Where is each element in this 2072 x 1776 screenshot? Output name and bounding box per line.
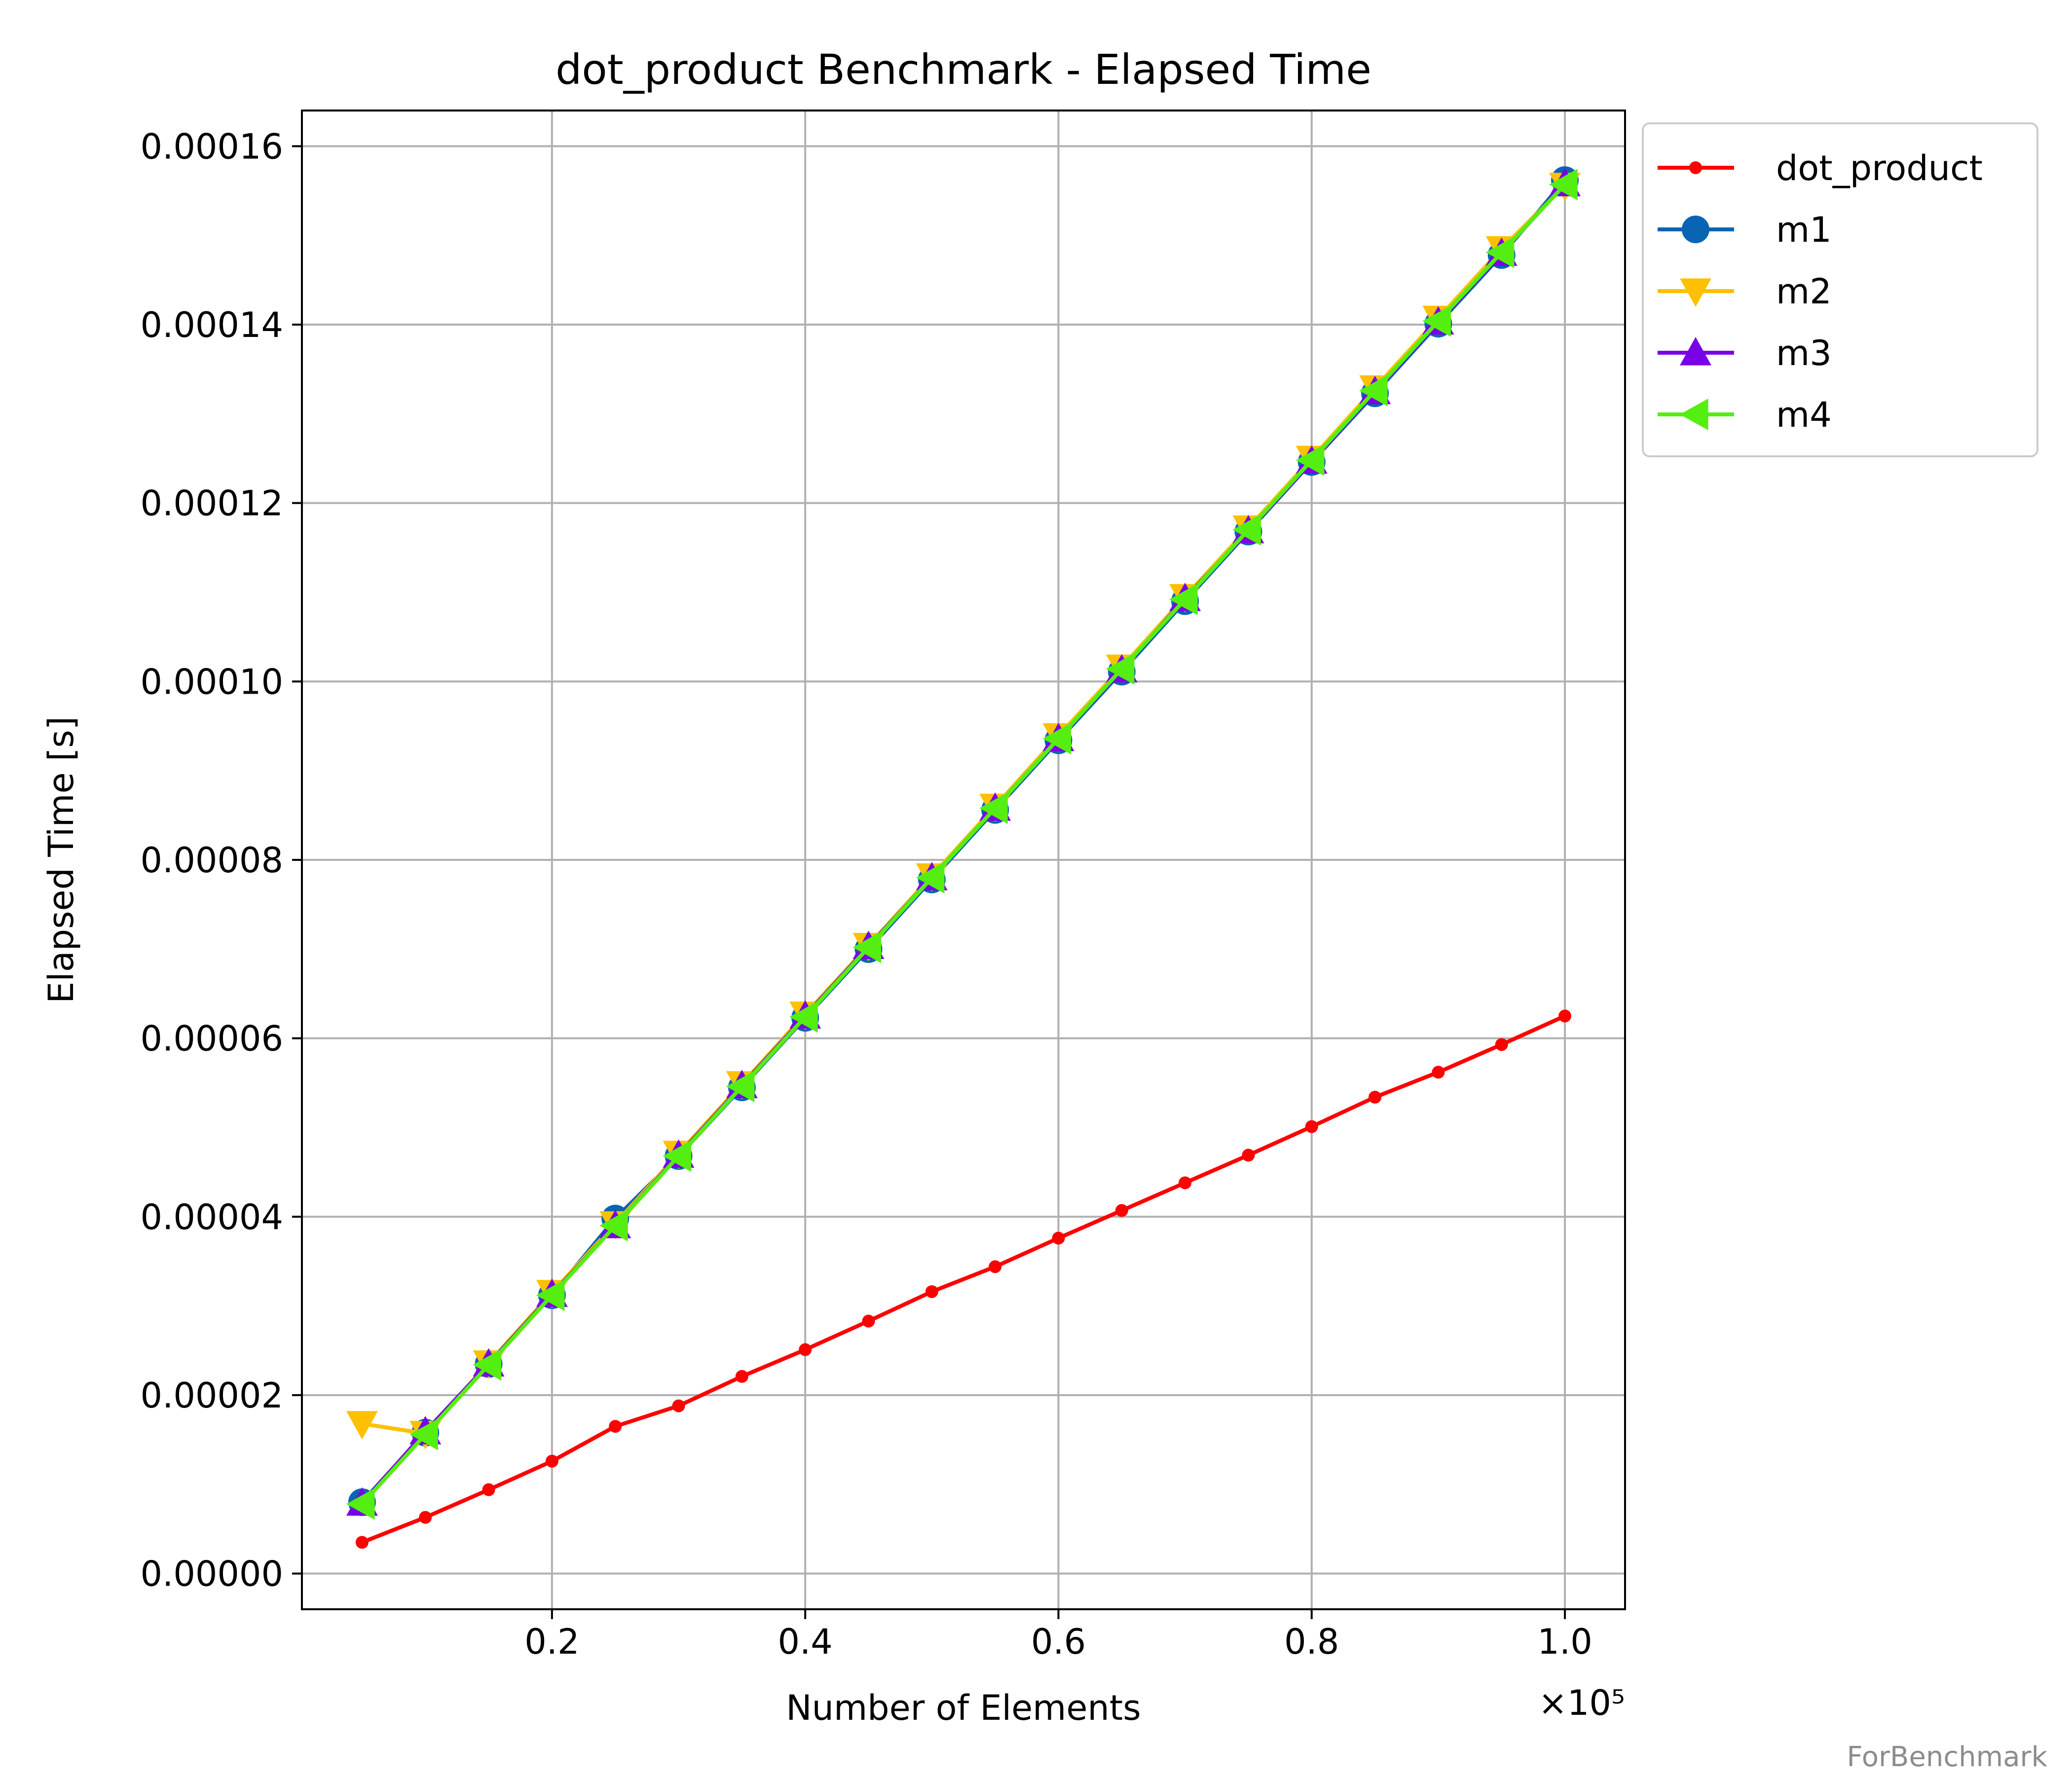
data-point [1106,653,1135,685]
data-point [1485,236,1515,268]
legend-marker [1680,399,1708,430]
y-tick-label: 0.00014 [141,305,283,345]
data-point [925,1285,938,1298]
y-tick-label: 0.00000 [141,1554,283,1594]
legend-label: m3 [1776,333,1832,373]
x-tick-label: 0.4 [778,1622,833,1662]
data-point [1052,1231,1065,1245]
legend-marker [1680,337,1711,366]
data-point [1369,1091,1382,1104]
legend [1642,122,2038,457]
series-line [361,1014,1566,1545]
y-tick-label: 0.00006 [141,1019,283,1059]
data-point [346,1488,375,1520]
series-dot_product [355,1009,1572,1549]
data-point [1295,444,1325,476]
data-point [1558,1009,1572,1023]
data-point [672,1399,685,1412]
data-point [799,1343,812,1356]
data-point [473,1349,502,1381]
chart-title: dot_product Benchmark - Elapsed Time [555,45,1371,94]
data-point [482,1483,495,1496]
y-tick-label: 0.00004 [141,1197,283,1237]
data-point [1305,1120,1318,1133]
data-point [545,1454,558,1468]
data-point [1432,1066,1445,1079]
data-point [916,862,945,894]
data-point [1549,169,1578,201]
legend-entry: m4 [1658,395,1832,435]
data-point [1422,305,1451,337]
data-point [1359,374,1388,407]
legend-entry: dot_product [1658,148,1983,188]
y-tick-label: 0.00008 [141,840,283,881]
data-point [609,1420,622,1433]
data-point [355,1536,369,1549]
y-axis-label: Elapsed Time [s] [41,716,81,1003]
y-tick-label: 0.00010 [141,662,283,702]
data-point [789,1001,818,1033]
x-tick-label: 0.8 [1284,1622,1339,1662]
x-tick-label: 1.0 [1537,1622,1592,1662]
legend-entry: m2 [1658,271,1832,312]
data-point [735,1370,748,1383]
data-point [1169,583,1198,615]
legend-marker [1682,216,1709,243]
x-axis-label: Number of Elements [786,1688,1141,1728]
data-point [862,1314,875,1328]
watermark: ForBenchmark [1847,1741,2048,1773]
x-axis-multiplier: ×10⁵ [1538,1683,1625,1723]
data-point [1179,1176,1192,1189]
data-point [1232,514,1261,546]
y-tick-label: 0.00012 [141,483,283,524]
legend-marker [1680,278,1711,307]
legend-marker [1689,161,1702,174]
data-point [852,931,882,963]
data-point [663,1140,692,1172]
series-m4 [346,169,1578,1520]
legend-label: dot_product [1776,148,1983,188]
data-point [726,1071,755,1103]
data-point [536,1279,565,1311]
legend-entry: m3 [1658,333,1832,373]
data-point [989,1260,1002,1273]
x-tick-label: 0.6 [1031,1622,1086,1662]
y-tick-label: 0.00016 [141,126,283,167]
data-point [346,1411,378,1440]
legend-label: m1 [1776,210,1832,250]
x-tick-label: 0.2 [524,1622,579,1662]
data-point [1242,1148,1255,1162]
legend-label: m4 [1776,395,1832,435]
data-point [1042,723,1072,755]
data-point [1115,1204,1128,1217]
data-point [1495,1038,1508,1051]
data-point [419,1511,432,1524]
y-tick-label: 0.00002 [141,1375,283,1416]
legend-entry: m1 [1658,210,1832,250]
data-point [599,1210,628,1242]
data-point [979,792,1008,824]
data-point [409,1418,438,1450]
legend-label: m2 [1776,271,1832,312]
